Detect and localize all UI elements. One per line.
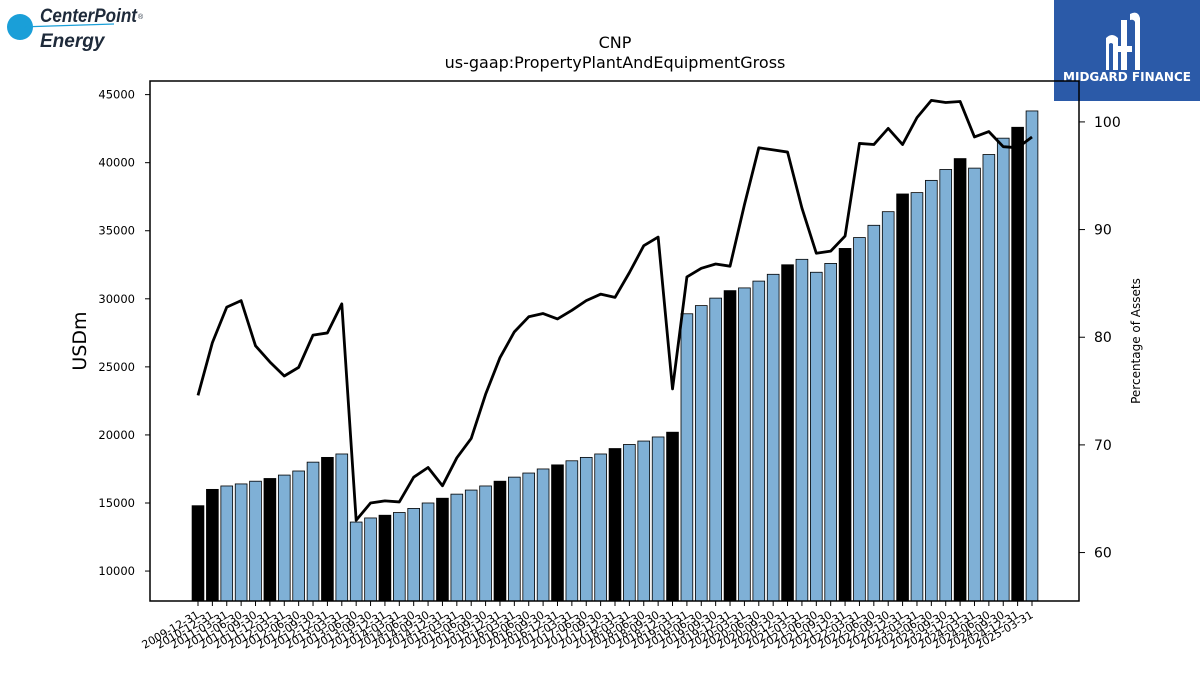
y2-tick-label: 60 xyxy=(1094,546,1112,562)
y2-tick-label: 70 xyxy=(1094,438,1112,454)
percentage-of-assets-line xyxy=(196,98,1033,522)
bar-2022-03-31 xyxy=(853,237,866,602)
bar-2023-03-31 xyxy=(910,192,924,602)
logo-swoosh-icon xyxy=(19,23,115,28)
x-axis: 2009-12-312010-12-312011-03-312011-06-30… xyxy=(140,601,1036,652)
y-tick-label: 20000 xyxy=(98,428,135,442)
bar-2018-06-30 xyxy=(637,440,651,602)
bar-2017-09-30 xyxy=(594,453,607,602)
bar-series xyxy=(191,110,1039,602)
bar-2012-03-31 xyxy=(277,474,291,602)
bar-2024-12-31 xyxy=(1011,126,1024,602)
bar-2018-12-31 xyxy=(666,431,679,602)
bar-2017-03-31 xyxy=(565,460,579,602)
bar-2018-03-31 xyxy=(623,444,636,602)
logo-reg-mark: ® xyxy=(138,13,144,21)
bar-2013-03-31 xyxy=(335,453,349,602)
bar-2011-06-30 xyxy=(234,483,248,602)
bar-2024-03-31 xyxy=(968,167,981,602)
bar-2016-03-31 xyxy=(508,476,521,602)
bar-2011-03-31 xyxy=(220,485,234,602)
bar-2020-12-31 xyxy=(781,264,794,602)
bar-2020-06-30 xyxy=(752,280,766,602)
bar-2022-09-30 xyxy=(881,211,895,602)
bar-2017-12-31 xyxy=(608,448,622,602)
y-axis-label: USDm xyxy=(69,311,91,370)
bar-2019-06-30 xyxy=(694,305,708,602)
midgard-emblem-icon xyxy=(1106,12,1140,70)
bar-2016-09-30 xyxy=(536,468,550,602)
bar-2019-12-31 xyxy=(723,290,737,602)
bar-2020-03-31 xyxy=(738,287,751,602)
bar-2018-09-30 xyxy=(651,436,665,602)
bar-2012-09-30 xyxy=(306,461,320,602)
bar-2016-06-30 xyxy=(522,472,536,602)
chart-subtitle: us-gaap:PropertyPlantAndEquipmentGross xyxy=(445,53,786,72)
bar-2021-09-30 xyxy=(824,263,837,602)
bar-2021-03-31 xyxy=(795,258,809,602)
y-tick-label: 35000 xyxy=(98,224,135,238)
bar-2015-12-31 xyxy=(493,480,507,602)
bar-2023-12-31 xyxy=(953,158,967,602)
y-tick-label: 10000 xyxy=(98,564,135,578)
y2-axis: 60 70 80 90 100 xyxy=(1079,115,1121,562)
chart-title: CNP xyxy=(599,33,632,52)
bar-2012-06-30 xyxy=(292,470,305,602)
bar-2014-03-31 xyxy=(393,512,406,602)
bar-2024-06-30 xyxy=(982,154,996,602)
bar-2023-06-30 xyxy=(925,179,938,602)
bar-2024-09-30 xyxy=(996,137,1010,602)
bar-2015-06-30 xyxy=(464,489,478,602)
bar-2021-06-30 xyxy=(810,271,823,602)
bar-2013-06-30 xyxy=(349,521,363,602)
bar-2013-09-30 xyxy=(364,517,377,602)
bar-2011-12-31 xyxy=(263,478,277,602)
y-tick-label: 25000 xyxy=(98,360,135,374)
y-tick-label: 40000 xyxy=(98,156,135,170)
bar-2011-09-30 xyxy=(249,480,262,602)
y2-tick-label: 80 xyxy=(1094,330,1112,346)
centerpoint-logo: CenterPoint ® Energy xyxy=(4,4,154,56)
line-series xyxy=(196,98,1033,522)
bar-2020-09-30 xyxy=(766,273,780,602)
midgard-logo-text: MIDGARD FINANCE xyxy=(1063,70,1191,84)
y2-tick-label: 90 xyxy=(1094,223,1112,239)
y-tick-label: 45000 xyxy=(98,88,135,102)
logo-line2: Energy xyxy=(40,31,106,52)
bar-2013-12-31 xyxy=(378,514,392,602)
midgard-finance-logo: MIDGARD FINANCE xyxy=(1054,0,1200,101)
bar-2016-12-31 xyxy=(551,464,564,602)
bar-2022-06-30 xyxy=(867,224,881,602)
bar-2014-06-30 xyxy=(407,508,420,602)
y2-axis-label: Percentage of Assets xyxy=(1129,278,1143,404)
bar-2010-12-31 xyxy=(206,488,219,602)
bar-2009-12-31 xyxy=(191,505,205,602)
bar-2025-03-31 xyxy=(1025,110,1039,602)
y-tick-label: 30000 xyxy=(98,292,135,306)
bar-2014-09-30 xyxy=(421,502,435,602)
y-axis: 10000 15000 20000 25000 30000 35000 40000 45000 xyxy=(98,88,150,578)
logo-line1: CenterPoint xyxy=(40,6,138,27)
bar-2014-12-31 xyxy=(436,497,449,602)
bar-2021-12-31 xyxy=(838,248,852,602)
bar-2022-12-31 xyxy=(896,193,909,602)
bar-2012-12-31 xyxy=(321,456,334,602)
bar-2015-09-30 xyxy=(479,485,492,602)
bar-2023-09-30 xyxy=(939,169,953,602)
bar-2019-03-31 xyxy=(680,313,694,602)
bar-2015-03-31 xyxy=(450,493,464,602)
y-tick-label: 15000 xyxy=(98,496,135,510)
bar-2017-06-30 xyxy=(579,456,593,602)
plot-frame xyxy=(149,80,1080,602)
y2-tick-label: 100 xyxy=(1094,115,1121,131)
bar-2019-09-30 xyxy=(709,297,722,602)
